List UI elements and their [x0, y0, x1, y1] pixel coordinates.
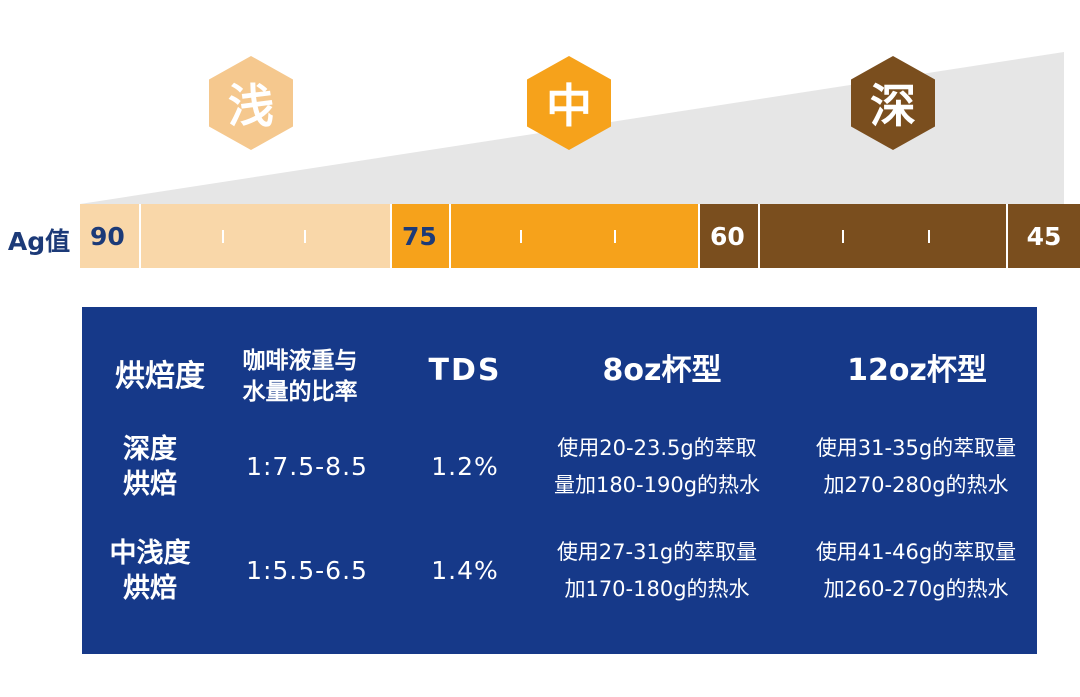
- scale-tick: [449, 204, 451, 268]
- light-roast-glyph: 浅: [228, 79, 274, 133]
- light-segment: 90: [80, 204, 390, 268]
- row-dark-roast-label: 深度 烘焙: [100, 427, 200, 507]
- row-dark-roast-line2: 烘焙: [123, 469, 177, 500]
- row-dark-8oz-line1: 使用20-23.5g的萃取: [557, 436, 757, 461]
- row-medium-light-8oz-line1: 使用27-31g的萃取量: [556, 540, 758, 565]
- row-dark-8oz-line2: 量加180-190g的热水: [553, 473, 761, 497]
- scale-tick: [520, 230, 522, 243]
- header-ratio: 咖啡液重与 水量的比率: [220, 337, 380, 417]
- row-medium-light-12oz-line2: 加260-270g的热水: [823, 577, 1009, 601]
- header-12oz-cup: 12oz杯型: [847, 352, 987, 388]
- ag-value-label: Ag值: [7, 227, 71, 256]
- scale-tick: [222, 230, 224, 243]
- scale-tick: [304, 230, 306, 243]
- scale-tick: [758, 204, 760, 268]
- row-dark-8oz: 使用20-23.5g的萃取 量加180-190g的热水: [522, 422, 792, 512]
- medium-roast-glyph: 中: [546, 79, 592, 133]
- scale-tick: [928, 230, 930, 243]
- brew-ratio-table: 烘焙度 咖啡液重与 水量的比率 TDS 8oz杯型 12oz杯型 深度 烘焙 1…: [82, 307, 1037, 654]
- header-roast: 烘焙度: [115, 358, 205, 394]
- scale-tick: [139, 204, 141, 268]
- row-medium-light-roast-label: 中浅度 烘焙: [90, 531, 210, 611]
- header-ratio-line2: 水量的比率: [242, 379, 358, 405]
- row-dark-12oz-line2: 加270-280g的热水: [823, 473, 1009, 497]
- row-medium-light-12oz-line1: 使用41-46g的萃取量: [815, 540, 1017, 565]
- header-8oz-cup: 8oz杯型: [602, 352, 722, 388]
- dark-segment: 60: [698, 204, 1006, 268]
- row-medium-light-ratio: 1:5.5-6.5: [246, 556, 368, 586]
- row-dark-ratio: 1:7.5-8.5: [246, 452, 368, 482]
- medium-segment: 75: [390, 204, 698, 268]
- row-dark-12oz: 使用31-35g的萃取量 加270-280g的热水: [785, 422, 1047, 512]
- light-roast-hexagon: 浅: [209, 56, 293, 150]
- row-medium-light-tds: 1.4%: [431, 556, 499, 586]
- row-medium-light-8oz: 使用27-31g的萃取量 加170-180g的热水: [522, 526, 792, 616]
- medium-roast-hexagon: 中: [527, 56, 611, 150]
- row-medium-light-roast-line1: 中浅度: [109, 537, 191, 569]
- ag-value-60: 60: [710, 221, 745, 251]
- row-medium-light-roast-line2: 烘焙: [123, 573, 177, 604]
- row-medium-light-8oz-line2: 加170-180g的热水: [564, 577, 750, 601]
- ag-value-75: 75: [402, 221, 437, 251]
- header-tds: TDS: [428, 352, 502, 388]
- dark-roast-glyph: 深: [870, 79, 916, 133]
- ag-value-90: 90: [90, 221, 125, 251]
- ag-value-45: 45: [1006, 204, 1080, 268]
- header-ratio-line1: 咖啡液重与: [242, 347, 358, 374]
- row-dark-12oz-line1: 使用31-35g的萃取量: [815, 436, 1017, 461]
- row-dark-tds: 1.2%: [431, 452, 499, 482]
- row-dark-roast-line1: 深度: [123, 433, 177, 465]
- ag-scale-bar: 90 75 60: [80, 204, 1006, 268]
- scale-tick: [842, 230, 844, 243]
- scale-tick: [614, 230, 616, 243]
- row-medium-light-12oz: 使用41-46g的萃取量 加260-270g的热水: [785, 526, 1047, 616]
